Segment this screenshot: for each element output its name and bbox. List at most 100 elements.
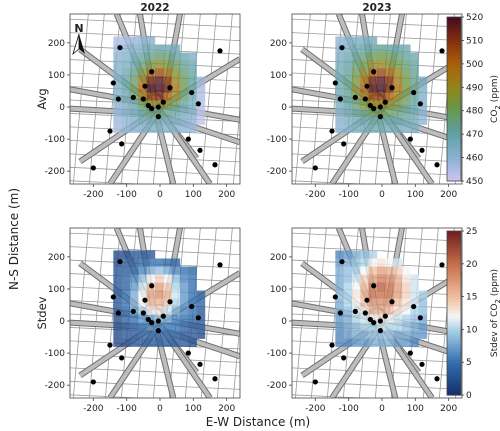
heatmap-cell — [360, 338, 369, 347]
heatmap-cell — [146, 60, 156, 69]
heatmap-cell — [138, 274, 147, 283]
heatmap-cell — [377, 68, 386, 77]
colorbar-swatch — [447, 85, 461, 89]
colorbar-tick-label: 10 — [466, 325, 478, 335]
colorbar-swatch — [447, 354, 461, 358]
colorbar-swatch — [447, 178, 461, 182]
heatmap-cell — [360, 36, 369, 45]
colorbar-swatch — [447, 329, 461, 333]
heatmap-cell — [113, 330, 122, 339]
colorbar-avg: 450 460 470 480 490 500 510 520 CO2 (ppm) — [446, 13, 500, 187]
sensor-point — [149, 106, 155, 112]
heatmap-cell — [155, 282, 164, 291]
heatmap-cell — [113, 314, 122, 323]
sensor-point — [142, 297, 148, 303]
heatmap-cell — [335, 298, 344, 307]
heatmap-cell — [188, 266, 197, 275]
heatmap-cell — [138, 84, 147, 93]
titles: 2022 2023 Avg Stdev — [35, 2, 392, 330]
heatmap-cell — [368, 274, 378, 283]
street-line — [292, 380, 462, 390]
heatmap-cell — [402, 124, 411, 133]
street-line — [292, 353, 462, 363]
street-line — [232, 317, 240, 398]
heatmap-cell — [180, 68, 189, 77]
heatmap-cell — [343, 266, 353, 275]
colorbar-swatch — [447, 348, 461, 352]
colorbar-swatch — [447, 318, 461, 322]
heatmap-cell — [343, 314, 353, 323]
heatmap-cell — [146, 274, 156, 283]
heatmap-cell — [146, 266, 156, 275]
heatmap-cell — [180, 52, 189, 61]
street-line — [70, 394, 147, 398]
heatmap-cell — [163, 258, 172, 267]
heatmap-cell — [155, 116, 164, 125]
heatmap-cell — [130, 330, 139, 339]
heatmap-cell — [360, 282, 369, 291]
colorbar-swatch — [447, 145, 461, 149]
x-tick-label: 200 — [440, 404, 457, 414]
heatmap-cell — [163, 338, 172, 347]
heatmap-cell — [385, 338, 394, 347]
sensor-point — [419, 361, 425, 367]
street-line — [70, 166, 240, 176]
heatmap-cell — [163, 44, 172, 53]
colorbar-tick-label: 450 — [466, 177, 483, 187]
colorbar-swatch — [447, 381, 461, 385]
heatmap-cell — [171, 274, 181, 283]
sensor-point — [195, 101, 201, 107]
heatmap-cell — [130, 84, 139, 93]
x-tick-label: -200 — [83, 404, 104, 414]
colorbar-swatch — [447, 310, 461, 314]
sensor-point — [339, 259, 345, 265]
heatmap-cell — [155, 108, 164, 117]
heatmap-cell — [188, 330, 197, 339]
colorbar-swatch — [447, 96, 461, 100]
heatmap-cell — [130, 250, 139, 259]
heatmap-cell — [188, 314, 197, 323]
heatmap-cell — [121, 76, 131, 85]
colorbar-tick-label: 490 — [466, 83, 483, 93]
heatmap-cell — [385, 290, 394, 299]
heatmap-cell — [155, 52, 164, 61]
heatmap-cell — [130, 76, 139, 85]
colorbar-swatch — [447, 252, 461, 257]
heatmap-cell — [180, 314, 189, 323]
street-line — [70, 232, 240, 242]
heatmap-cell — [343, 338, 353, 347]
heatmap-cell — [402, 84, 411, 93]
street-line — [292, 180, 369, 184]
heatmap-cell — [163, 124, 172, 133]
heatmap-cell — [113, 298, 122, 307]
heatmap-cell — [171, 266, 181, 275]
street-line — [292, 232, 462, 242]
y-tick-label: 100 — [270, 71, 287, 81]
heatmap-cell — [188, 76, 197, 85]
colorbar-swatch — [447, 44, 461, 48]
heatmap-cells — [113, 250, 206, 347]
heatmap-cell — [377, 60, 386, 69]
heatmap-cell — [377, 322, 386, 331]
heatmap-cell — [188, 322, 197, 331]
heatmap-cell — [121, 314, 131, 323]
heatmap-cell — [343, 100, 353, 109]
heatmap-cell — [385, 282, 394, 291]
heatmap-cell — [418, 84, 428, 93]
colorbar-swatch — [447, 19, 461, 24]
heatmap-cell — [155, 60, 164, 69]
colorbar-swatch — [447, 239, 461, 243]
heatmap-cell — [188, 298, 197, 307]
heatmap-cell — [352, 274, 361, 283]
sensor-point — [149, 69, 155, 75]
heatmap-cell — [410, 290, 419, 299]
heatmap-cell — [352, 282, 361, 291]
street-line — [72, 14, 89, 184]
heatmap-cell — [138, 124, 147, 133]
heatmap-cell — [393, 298, 403, 307]
heatmap-cell — [163, 116, 172, 125]
colorbar-swatch — [447, 115, 461, 119]
heatmap-cell — [385, 100, 394, 109]
heatmap-cell — [410, 116, 419, 125]
heatmap-cell — [163, 108, 172, 117]
